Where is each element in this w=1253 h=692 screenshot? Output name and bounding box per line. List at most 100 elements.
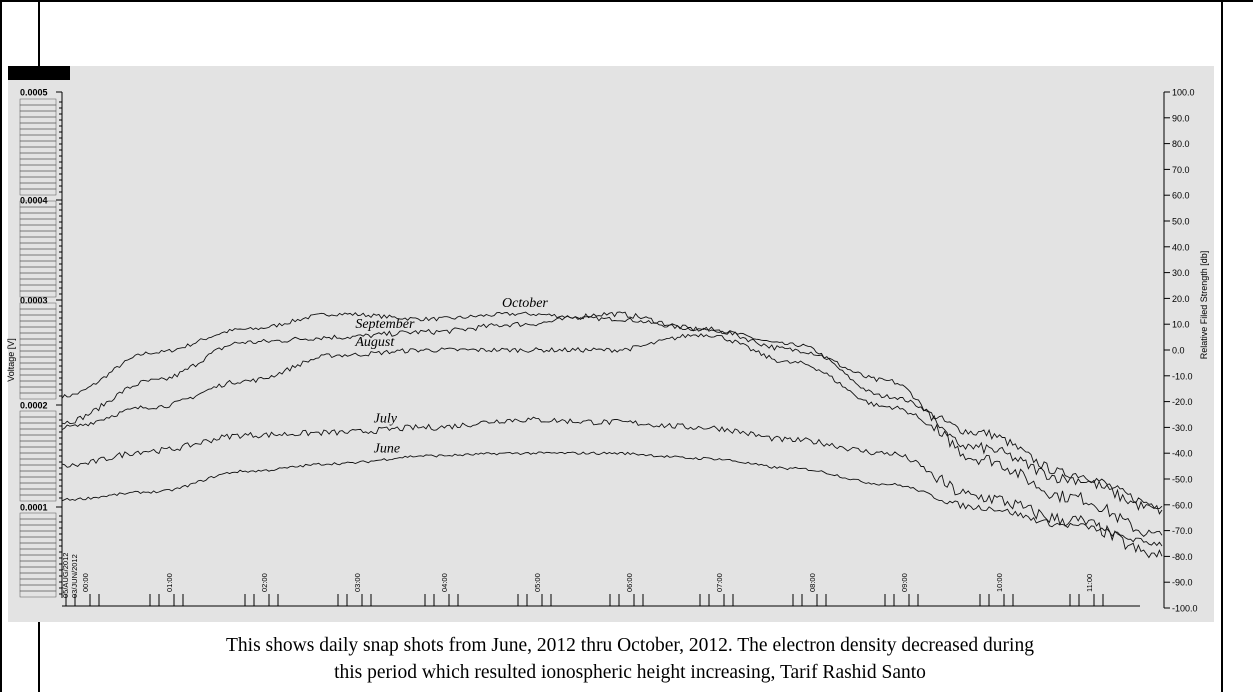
time-label: 09:00	[900, 573, 909, 592]
series-line-october	[61, 311, 1163, 510]
left-minor-label-glyph	[19, 254, 57, 262]
left-minor-label-glyph	[19, 488, 57, 496]
left-minor-label-glyph	[19, 482, 57, 490]
left-minor-label-glyph	[19, 476, 57, 484]
right-tick-label: 0.0	[1172, 346, 1185, 356]
caption-line-1: This shows daily snap shots from June, 2…	[226, 635, 1034, 656]
left-minor-label-glyph	[19, 344, 57, 352]
left-minor-label-glyph	[19, 356, 57, 364]
left-minor-label-glyph	[19, 272, 57, 280]
left-minor-label-glyph	[19, 182, 57, 190]
left-minor-label-glyph	[19, 464, 57, 472]
left-minor-label-glyph	[19, 494, 57, 502]
time-label: 11:00	[1085, 574, 1094, 592]
right-tick-label: 30.0	[1172, 268, 1190, 278]
left-minor-label-glyph	[19, 452, 57, 460]
right-tick-label: -80.0	[1172, 552, 1193, 562]
left-minor-label-glyph	[19, 218, 57, 226]
right-tick-label: -50.0	[1172, 475, 1193, 485]
left-minor-label-glyph	[19, 212, 57, 220]
left-minor-label-glyph	[19, 224, 57, 232]
right-tick-label: -60.0	[1172, 500, 1193, 510]
left-minor-label-glyph	[19, 524, 57, 532]
left-minor-label-glyph	[19, 140, 57, 148]
left-minor-label-glyph	[19, 110, 57, 118]
frame-left-outer	[0, 0, 2, 692]
left-minor-label-glyph	[19, 392, 57, 400]
right-tick-label: 20.0	[1172, 294, 1190, 304]
left-minor-label-glyph	[19, 266, 57, 274]
right-tick-label: 70.0	[1172, 165, 1190, 175]
right-axis: 100.0 90.0 80.0 70.0 60.0 50.0 40.0 30.0 20.0 10.…	[1163, 88, 1209, 614]
left-minor-label-glyph	[19, 170, 57, 178]
left-tick-label: 0.0005	[20, 88, 48, 98]
left-minor-label-glyph	[19, 362, 57, 370]
title-bar-strip	[8, 66, 70, 80]
left-minor-label-glyph	[19, 410, 57, 418]
left-minor-label-glyph	[19, 368, 57, 376]
time-label: 00:00	[81, 573, 90, 592]
right-tick-label: 50.0	[1172, 217, 1190, 227]
left-minor-label-glyph	[19, 122, 57, 130]
left-minor-label-glyph	[19, 536, 57, 544]
left-minor-label-glyph	[19, 518, 57, 526]
left-minor-label-glyph	[19, 332, 57, 340]
right-tick-label: -70.0	[1172, 526, 1193, 536]
left-tick-label: 0.0004	[20, 196, 48, 206]
right-tick-label: 10.0	[1172, 320, 1190, 330]
left-minor-label-glyph	[19, 422, 57, 430]
left-minor-label-glyph	[19, 260, 57, 268]
right-tick-label: -20.0	[1172, 397, 1193, 407]
right-tick-label: -10.0	[1172, 371, 1193, 381]
left-minor-label-glyph	[19, 554, 57, 562]
left-minor-label-glyph	[19, 290, 57, 298]
left-minor-label-glyph	[19, 308, 57, 316]
time-label: 07:00	[715, 573, 724, 592]
left-minor-label-glyph	[19, 146, 57, 154]
left-minor-label-glyph	[19, 350, 57, 358]
time-label: 03:00	[353, 573, 362, 592]
series-line-august	[61, 333, 1163, 515]
right-axis-title: Relative Filed Strength [db]	[1199, 251, 1209, 360]
left-minor-label-glyph	[19, 386, 57, 394]
left-minor-label-glyph	[19, 542, 57, 550]
time-axis: 00:00 01:00 02:00 03:00 04:00 05:00 06:00 07:00…	[61, 553, 1140, 607]
time-label: 02:00	[260, 573, 269, 592]
left-minor-label-glyph	[19, 284, 57, 292]
left-minor-label-glyph	[19, 572, 57, 580]
left-minor-label-glyph	[19, 530, 57, 538]
series-label-august: August	[354, 335, 395, 350]
left-minor-label-glyph	[19, 512, 57, 520]
series-line-july	[61, 416, 1163, 559]
series-line-september	[61, 311, 1163, 538]
left-minor-label-glyph	[19, 566, 57, 574]
time-label: 04:00	[440, 573, 449, 592]
left-minor-label-glyph	[19, 584, 57, 592]
left-minor-label-glyph	[19, 242, 57, 250]
series-label-july: July	[374, 411, 398, 426]
left-axis: 0.0005 0.0004 0.0003 0.0002 0.0001 Voltage [V…	[6, 88, 63, 598]
left-minor-label-glyph	[19, 446, 57, 454]
series-labels: October September August July June	[354, 296, 548, 457]
left-minor-label-glyph	[19, 230, 57, 238]
left-minor-label-glyph	[19, 320, 57, 328]
left-minor-label-glyph	[19, 578, 57, 586]
left-minor-label-glyph	[19, 416, 57, 424]
left-minor-label-glyph	[19, 548, 57, 556]
frame-right	[1221, 0, 1223, 692]
right-tick-label: 80.0	[1172, 139, 1190, 149]
date-label: 05/AUG/2012	[61, 553, 70, 598]
right-tick-label: -90.0	[1172, 578, 1193, 588]
time-label: 05:00	[533, 573, 542, 592]
left-minor-label-glyph	[19, 116, 57, 124]
left-minor-label-glyph	[19, 176, 57, 184]
left-tick-label: 0.0003	[20, 296, 48, 306]
left-minor-label-glyph	[19, 98, 57, 106]
caption-line-2: this period which resulted ionospheric h…	[334, 662, 926, 683]
right-tick-label: -100.0	[1172, 604, 1198, 614]
right-tick-label: 40.0	[1172, 242, 1190, 252]
series-line-june	[61, 451, 1163, 547]
left-minor-label-glyph	[19, 338, 57, 346]
series-label-september: September	[355, 317, 415, 332]
left-minor-label-glyph	[19, 128, 57, 136]
